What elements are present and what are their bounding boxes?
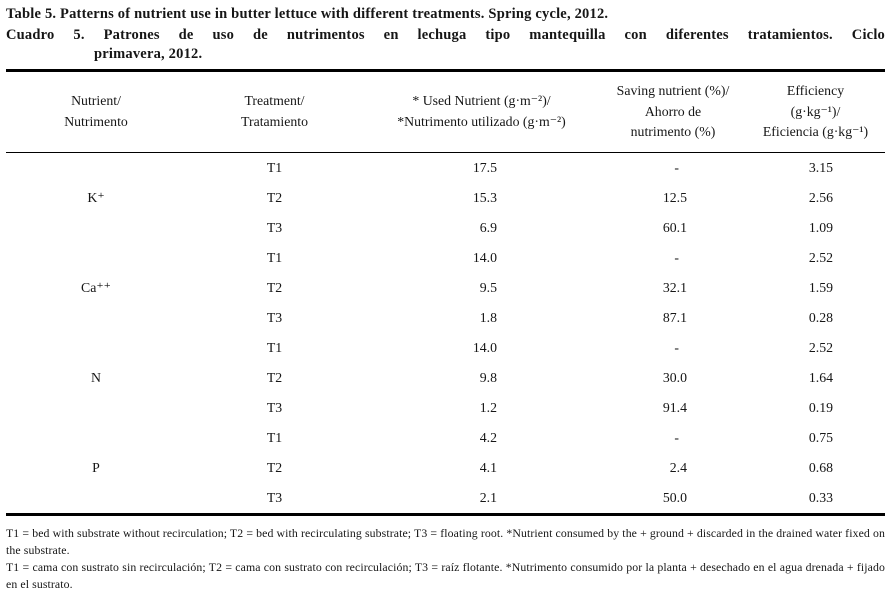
treatment-value: T1 (266, 160, 283, 175)
used-value: 2.1 (479, 490, 497, 505)
column-header-line: nutrimento (%) (630, 124, 716, 140)
saving-value: 12.5 (662, 190, 687, 205)
table-row: T2 9.8 30.0 1.64 (6, 363, 885, 393)
column-header-line: Tratamiento (241, 114, 308, 129)
table-row: T2 15.3 12.5 2.56 (6, 183, 885, 213)
table-caption: Table 5. Patterns of nutrient use in but… (6, 5, 885, 64)
column-header-line: (g·kg⁻¹)/ (790, 103, 841, 119)
table-footnotes: T1 = bed with substrate without recircul… (6, 525, 885, 593)
used-value: 14.0 (472, 340, 497, 355)
saving-value: - (674, 430, 679, 445)
used-value: 1.8 (479, 310, 497, 325)
treatment-value: T2 (266, 190, 283, 205)
efficiency-value: 2.52 (808, 250, 833, 265)
caption-es-line2: primavera, 2012. (94, 46, 203, 62)
saving-value: 87.1 (662, 310, 687, 325)
used-value: 14.0 (472, 250, 497, 265)
caption-en: Table 5. Patterns of nutrient use in but… (6, 6, 609, 22)
treatment-value: T1 (266, 430, 283, 445)
table-row: P T1 4.2 - 0.75 (6, 423, 885, 475)
table-row: T2 9.5 32.1 1.59 (6, 273, 885, 303)
table-body: K⁺ T1 17.5 - 3.15 T2 15.3 12.5 2.56 T3 6.9 60.1 1.09… (6, 153, 885, 515)
nutrient-label: K⁺ (87, 190, 105, 205)
treatment-value: T3 (266, 220, 283, 235)
table-row: T3 1.8 87.1 0.28 (6, 303, 885, 333)
column-header-line: * Used Nutrient (g·m⁻²)/ (412, 93, 551, 109)
table-row: K⁺ T1 17.5 - 3.15 (6, 153, 885, 205)
column-header-line: Eficiencia (g·kg⁻¹) (762, 124, 869, 140)
saving-value: 30.0 (662, 370, 687, 385)
table-row: T3 2.1 50.0 0.33 (6, 483, 885, 515)
footnote-en: T1 = bed with substrate without recircul… (6, 526, 885, 557)
used-value: 9.5 (479, 280, 497, 295)
table-row: T3 6.9 60.1 1.09 (6, 213, 885, 243)
treatment-value: T2 (266, 460, 283, 475)
table-row: T2 4.1 2.4 0.68 (6, 453, 885, 483)
saving-value: 2.4 (669, 460, 687, 475)
nutrient-label: Ca⁺⁺ (81, 280, 111, 295)
nutrient-label: P (92, 460, 100, 475)
efficiency-value: 0.68 (808, 460, 833, 475)
table-header-row: Nutrient/Nutrimento Treatment/Tratamiento… (6, 70, 885, 153)
column-header-line: *Nutrimento utilizado (g·m⁻²) (397, 114, 566, 129)
efficiency-value: 2.52 (808, 340, 833, 355)
saving-value: - (674, 160, 679, 175)
column-header-efficiency: Efficiency (g·kg⁻¹)/ Eficiencia (g·kg⁻¹) (746, 70, 885, 153)
column-header-line: Treatment/ (244, 93, 305, 109)
efficiency-value: 1.09 (808, 220, 833, 235)
saving-value: - (674, 340, 679, 355)
footnote-es: T1 = cama con sustrato sin recirculación… (6, 560, 885, 591)
column-header-nutrient: Nutrient/Nutrimento (6, 70, 186, 153)
nutrient-use-table: Nutrient/Nutrimento Treatment/Tratamiento… (6, 69, 885, 516)
efficiency-value: 1.59 (808, 280, 833, 295)
column-header-treatment: Treatment/Tratamiento (186, 70, 363, 153)
column-header-used: * Used Nutrient (g·m⁻²)/ *Nutrimento util… (363, 70, 600, 153)
efficiency-value: 3.15 (808, 160, 833, 175)
saving-value: 50.0 (662, 490, 687, 505)
efficiency-value: 0.28 (808, 310, 833, 325)
treatment-value: T3 (266, 310, 283, 325)
efficiency-value: 0.33 (808, 490, 833, 505)
treatment-value: T1 (266, 250, 283, 265)
nutrient-label: N (91, 370, 101, 385)
saving-value: - (674, 250, 679, 265)
used-value: 4.2 (479, 430, 497, 445)
treatment-value: T2 (266, 280, 283, 295)
column-header-line: Nutrient/ (71, 93, 121, 109)
used-value: 15.3 (472, 190, 497, 205)
column-header-line: Ahorro de (644, 103, 702, 119)
efficiency-value: 2.56 (808, 190, 833, 205)
caption-es-line1: Cuadro 5. Patrones de uso de nutrimentos… (6, 27, 885, 43)
table-header: Nutrient/Nutrimento Treatment/Tratamiento… (6, 70, 885, 153)
used-value: 17.5 (472, 160, 497, 175)
table-row: N T1 14.0 - 2.52 (6, 333, 885, 385)
table-row: T3 1.2 91.4 0.19 (6, 393, 885, 423)
used-value: 6.9 (479, 220, 497, 235)
column-header-saving: Saving nutrient (%)/ Ahorro de nutrimento … (600, 70, 746, 153)
column-header-line: Efficiency (786, 82, 845, 98)
saving-value: 91.4 (662, 400, 687, 415)
efficiency-value: 0.75 (808, 430, 833, 445)
treatment-value: T2 (266, 370, 283, 385)
treatment-value: T3 (266, 490, 283, 505)
efficiency-value: 0.19 (808, 400, 833, 415)
table-row: Ca⁺⁺ T1 14.0 - 2.52 (6, 243, 885, 295)
saving-value: 60.1 (662, 220, 687, 235)
column-header-line: Saving nutrient (%)/ (616, 82, 730, 98)
saving-value: 32.1 (662, 280, 687, 295)
efficiency-value: 1.64 (808, 370, 833, 385)
treatment-value: T1 (266, 340, 283, 355)
used-value: 9.8 (479, 370, 497, 385)
used-value: 1.2 (479, 400, 497, 415)
used-value: 4.1 (479, 460, 497, 475)
column-header-line: Nutrimento (64, 114, 128, 129)
treatment-value: T3 (266, 400, 283, 415)
